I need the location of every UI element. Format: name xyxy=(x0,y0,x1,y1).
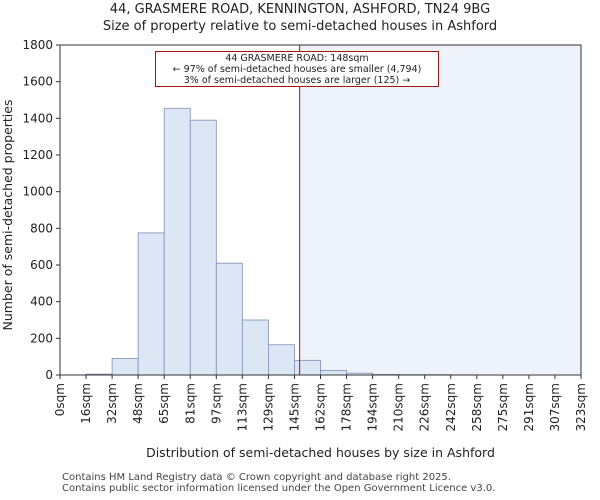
x-tick-label: 210sqm xyxy=(392,383,406,431)
annotation-line1: 44 GRASMERE ROAD: 148sqm xyxy=(225,53,369,64)
footer-licence: Contains public sector information licen… xyxy=(62,483,496,494)
x-tick-label: 178sqm xyxy=(340,383,354,431)
x-tick-label: 194sqm xyxy=(366,383,380,431)
x-tick-label: 226sqm xyxy=(418,383,432,431)
histogram-bar xyxy=(189,119,217,376)
x-tick-label: 162sqm xyxy=(314,383,328,431)
y-tick-label: 600 xyxy=(30,258,53,272)
y-tick-label: 1200 xyxy=(22,148,53,162)
x-tick-label: 242sqm xyxy=(444,383,458,431)
x-tick-label: 307sqm xyxy=(548,383,562,431)
x-axis-label: Distribution of semi-detached houses by … xyxy=(146,445,495,460)
x-tick-label: 323sqm xyxy=(574,383,588,431)
histogram-bar xyxy=(320,370,347,376)
x-tick-label: 145sqm xyxy=(287,383,301,431)
larger-region-shading xyxy=(299,45,581,375)
y-tick-label: 1400 xyxy=(22,111,53,125)
histogram-bar xyxy=(294,359,321,376)
x-tick-label: 291sqm xyxy=(522,383,536,431)
y-tick-label: 0 xyxy=(45,368,53,382)
histogram-bar xyxy=(267,344,295,376)
annotation-line3: 3% of semi-detached houses are larger (1… xyxy=(183,75,411,86)
y-tick-label: 1600 xyxy=(22,75,53,89)
annotation-box: 44 GRASMERE ROAD: 148sqm ← 97% of semi-d… xyxy=(155,51,439,87)
y-tick-label: 800 xyxy=(30,221,53,235)
x-tick-label: 97sqm xyxy=(209,383,223,424)
histogram-bar xyxy=(241,319,269,376)
x-tick-label: 0sqm xyxy=(53,383,67,416)
x-tick-label: 16sqm xyxy=(79,383,93,424)
x-tick-label: 81sqm xyxy=(183,383,197,424)
histogram-bar xyxy=(111,358,139,376)
chart-title-line2: Size of property relative to semi-detach… xyxy=(102,19,498,34)
y-tick-label: 200 xyxy=(30,331,53,345)
x-tick-label: 65sqm xyxy=(157,383,171,424)
x-tick-label: 32sqm xyxy=(105,383,119,424)
x-tick-label: 129sqm xyxy=(261,383,275,431)
histogram-bar xyxy=(137,232,165,376)
x-tick-label: 258sqm xyxy=(470,383,484,431)
histogram-bar xyxy=(163,107,191,376)
annotation-line2: ← 97% of semi-detached houses are smalle… xyxy=(172,64,422,75)
x-tick-label: 48sqm xyxy=(131,383,145,424)
y-axis-label: Number of semi-detached properties xyxy=(0,100,15,331)
x-tick-label: 275sqm xyxy=(496,383,510,431)
y-tick-label: 400 xyxy=(30,295,53,309)
y-tick-label: 1800 xyxy=(22,38,53,52)
footer-copyright: Contains HM Land Registry data © Crown c… xyxy=(62,472,451,483)
histogram-bar xyxy=(215,262,243,376)
chart-title-line1: 44, GRASMERE ROAD, KENNINGTON, ASHFORD, … xyxy=(109,2,491,17)
x-tick-label: 113sqm xyxy=(235,383,249,431)
y-tick-label: 1000 xyxy=(22,185,53,199)
